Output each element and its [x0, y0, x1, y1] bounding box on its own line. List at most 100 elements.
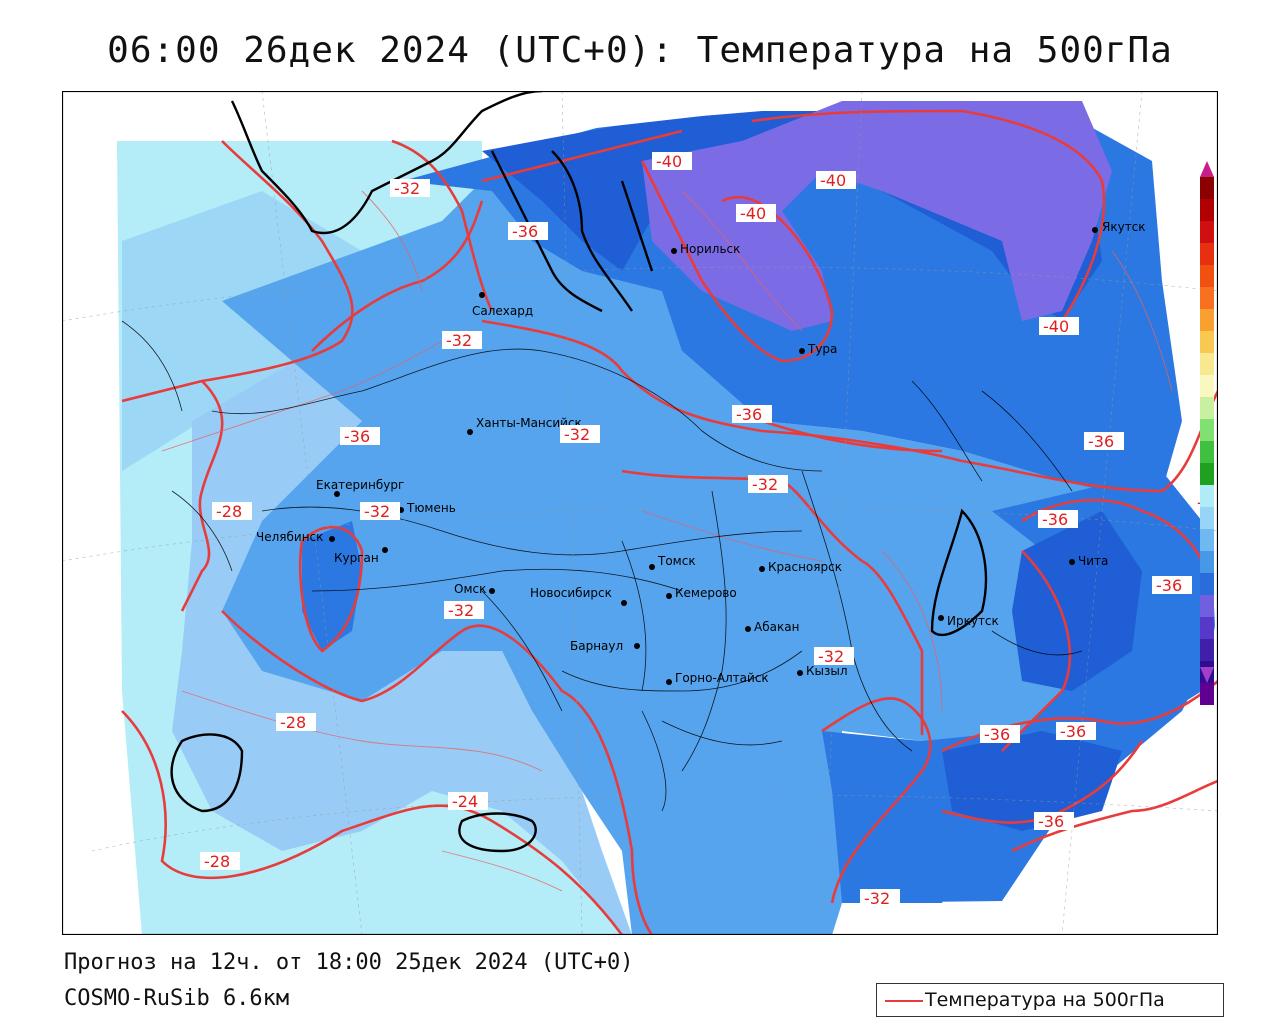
- svg-text:Кемерово: Кемерово: [675, 586, 737, 600]
- colorbar-swatch: [1200, 243, 1214, 265]
- city-kemerovo: Кемерово: [666, 586, 737, 600]
- iso-label: -32: [748, 475, 788, 494]
- colorbar-swatch: [1200, 507, 1214, 529]
- svg-text:Иркутск: Иркутск: [947, 614, 999, 628]
- iso-label: -36: [340, 427, 380, 446]
- iso-label: -28: [276, 713, 316, 732]
- field-east-deep: [1012, 511, 1142, 691]
- colorbar-swatch: [1200, 441, 1214, 463]
- iso-label: -40: [1039, 317, 1079, 336]
- city-chelyabinsk: Челябинск: [256, 530, 335, 544]
- svg-text:-28: -28: [216, 502, 242, 521]
- svg-text:-32: -32: [394, 179, 420, 198]
- isotherm-labels: -40 -40 -40 -40 -36 -36 -36 -36 -36 -36 …: [200, 152, 1218, 908]
- iso-label: -32: [860, 889, 900, 908]
- iso-label: -24: [448, 792, 488, 811]
- iso-label: -36: [1152, 576, 1192, 595]
- city-yekaterinburg: Екатеринбург: [316, 478, 404, 497]
- field-minus40-core: [642, 101, 1112, 331]
- iso-label: -36: [1056, 722, 1096, 741]
- colorbar-swatch: [1200, 309, 1214, 331]
- svg-text:Екатеринбург: Екатеринбург: [316, 478, 404, 492]
- svg-text:-32: -32: [364, 502, 390, 521]
- svg-text:-36: -36: [1042, 510, 1068, 529]
- colorbar-swatch: [1200, 397, 1214, 419]
- colorbar-swatch: [1200, 551, 1214, 573]
- colorbar-swatch: [1200, 463, 1214, 485]
- svg-text:-28: -28: [204, 852, 230, 871]
- isotherms: [121, 109, 1218, 935]
- city-novosibirsk: Новосибирск: [530, 586, 627, 606]
- iso-label: -28: [212, 502, 252, 521]
- city-tomsk: Томск: [649, 554, 696, 570]
- svg-text:-36: -36: [736, 405, 762, 424]
- temperature-fields: [117, 101, 1218, 935]
- city-omsk: Омск: [454, 582, 495, 596]
- svg-text:-40: -40: [1043, 317, 1069, 336]
- svg-text:Томск: Томск: [657, 554, 696, 568]
- svg-text:Омск: Омск: [454, 582, 486, 596]
- iso-label: -32: [444, 601, 484, 620]
- colorbar-swatch: [1200, 639, 1214, 661]
- svg-text:-36: -36: [344, 427, 370, 446]
- svg-text:Норильск: Норильск: [680, 242, 740, 256]
- svg-text:Курган: Курган: [334, 551, 379, 565]
- colorbar-swatch: [1200, 331, 1214, 353]
- colorbar-swatch: [1200, 221, 1214, 243]
- iso-label: -40: [736, 204, 776, 223]
- legend: Температура на 500гПа: [876, 983, 1224, 1017]
- svg-text:Ханты-Мансийск: Ханты-Мансийск: [476, 416, 582, 430]
- colorbar-swatch: [1200, 199, 1214, 221]
- iso-label: -40: [652, 152, 692, 171]
- temperature-map: Якутск Норильск Салехард Тура Ханты-Манс…: [62, 91, 1218, 935]
- colorbar: 2824201612840-4-8-12-16-20-24-28-32-36-4…: [1200, 161, 1214, 705]
- city-yakutsk: Якутск: [1092, 220, 1146, 234]
- iso-label: -36: [1034, 812, 1074, 831]
- iso-label: -36: [732, 405, 772, 424]
- colorbar-swatch: [1200, 353, 1214, 375]
- coastlines: [170, 91, 988, 853]
- city-salekhard: Салехард: [472, 292, 533, 318]
- svg-text:-36: -36: [512, 222, 538, 241]
- city-khanty-mansiysk: Ханты-Мансийск: [467, 416, 582, 435]
- iso-label: -32: [360, 502, 400, 521]
- colorbar-top-arrow: [1200, 161, 1214, 177]
- svg-text:Абакан: Абакан: [754, 620, 799, 634]
- svg-text:-32: -32: [446, 331, 472, 350]
- legend-label: Температура на 500гПа: [925, 989, 1165, 1011]
- iso-label: -36: [980, 725, 1020, 744]
- legend-line-swatch: [885, 1000, 923, 1002]
- svg-text:Салехард: Салехард: [472, 304, 533, 318]
- colorbar-swatch: [1200, 573, 1214, 595]
- city-kyzyl: Кызыл: [797, 664, 848, 678]
- iso-label: -36: [1038, 510, 1078, 529]
- field-sw-deep: [302, 521, 362, 651]
- svg-text:Чита: Чита: [1078, 554, 1108, 568]
- iso-label: -40: [816, 171, 856, 190]
- svg-text:Кызыл: Кызыл: [806, 664, 848, 678]
- colorbar-swatch: [1200, 375, 1214, 397]
- svg-text:-24: -24: [452, 792, 478, 811]
- colorbar-swatch: [1200, 177, 1214, 199]
- forecast-info: Прогноз на 12ч. от 18:00 25дек 2024 (UTC…: [64, 950, 634, 975]
- svg-text:-32: -32: [448, 601, 474, 620]
- svg-text:-36: -36: [1088, 432, 1114, 451]
- svg-text:-32: -32: [818, 647, 844, 666]
- thin-isotherms: [161, 190, 1173, 892]
- colorbar-bottom-arrow: [1200, 667, 1214, 683]
- field-minus24-band: [122, 191, 362, 471]
- colorbar-swatch: [1200, 419, 1214, 441]
- field-se-deep: [942, 731, 1122, 831]
- svg-text:-32: -32: [564, 425, 590, 444]
- svg-text:-40: -40: [820, 171, 846, 190]
- model-info: COSMO-RuSib 6.6км: [64, 986, 290, 1011]
- city-irkutsk: Иркутск: [938, 614, 999, 628]
- colorbar-swatch: [1200, 683, 1214, 705]
- svg-text:Тюмень: Тюмень: [406, 501, 456, 515]
- svg-text:-28: -28: [280, 713, 306, 732]
- svg-text:Новосибирск: Новосибирск: [530, 586, 612, 600]
- svg-text:-32: -32: [864, 889, 890, 908]
- city-abakan: Абакан: [745, 620, 799, 634]
- map-title: 06:00 26дек 2024 (UTC+0): Температура на…: [107, 30, 1173, 71]
- svg-text:Красноярск: Красноярск: [768, 560, 842, 574]
